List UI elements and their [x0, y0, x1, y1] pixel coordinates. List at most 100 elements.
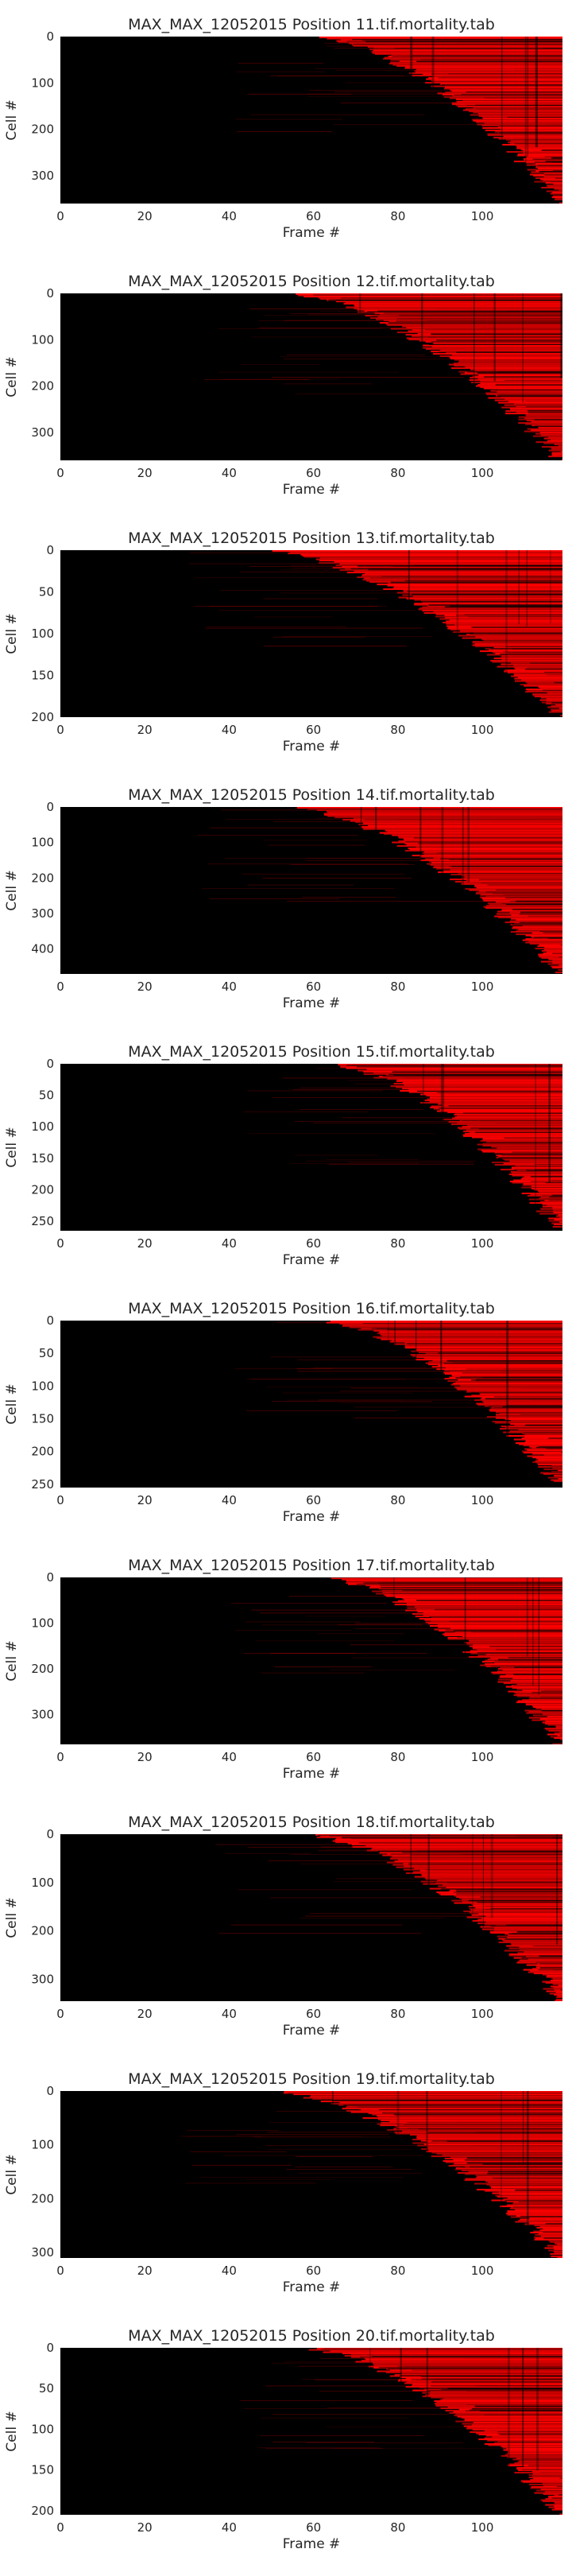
heatmap-band	[413, 1871, 562, 1873]
heatmap-band	[550, 2241, 562, 2244]
heatmap-band	[415, 1608, 562, 1611]
heatmap-band	[381, 1335, 562, 1337]
heatmap-noise	[308, 313, 437, 315]
heatmap-band	[459, 2408, 562, 2411]
heatmap-streak	[519, 921, 562, 923]
heatmap-band	[554, 2252, 562, 2254]
heatmap-band	[500, 1426, 562, 1428]
heatmap-band	[529, 2484, 562, 2486]
heatmap-band	[383, 320, 562, 322]
heatmap-band	[431, 2151, 562, 2154]
heatmap-band	[540, 696, 562, 699]
heatmap-streak	[396, 318, 562, 320]
heatmap-band	[522, 925, 562, 927]
heatmap-band	[390, 328, 562, 330]
heatmap-band	[464, 2179, 562, 2182]
heatmap-band	[447, 627, 562, 630]
heatmap-noise	[240, 2399, 413, 2401]
heatmap-band	[459, 1897, 562, 1899]
heatmap-band	[519, 1443, 562, 1445]
heatmap-vline	[419, 807, 422, 967]
heatmap-band	[430, 2391, 562, 2393]
y-tick-label: 150	[31, 669, 54, 683]
heatmap-band	[514, 2472, 562, 2474]
heatmap-band	[547, 1724, 562, 1726]
heatmap-band	[562, 714, 563, 716]
heatmap-band	[483, 1402, 562, 1404]
heatmap-band	[558, 1984, 562, 1987]
heatmap-noise	[291, 1163, 419, 1164]
heatmap-noise	[261, 1672, 365, 1674]
heatmap-noise	[218, 1933, 421, 1934]
heatmap-band	[543, 442, 562, 444]
heatmap-band	[327, 812, 562, 814]
heatmap-band	[501, 910, 562, 912]
heatmap-band	[519, 1959, 562, 1961]
heatmap-band	[346, 2106, 562, 2109]
heatmap-streak	[485, 891, 562, 893]
heatmap-band	[437, 92, 562, 95]
heatmap-streak	[329, 1835, 562, 1837]
heatmap-band	[547, 706, 562, 708]
heatmap-band	[522, 1184, 562, 1186]
heatmap-band	[553, 1987, 562, 1989]
heatmap-noise	[296, 1368, 504, 1370]
heatmap-band	[515, 1442, 562, 1445]
heatmap-band	[545, 1721, 562, 1723]
heatmap-band	[539, 1191, 562, 1193]
heatmap-band	[536, 1965, 562, 1968]
heatmap-noise	[220, 590, 382, 591]
x-tick-label: 40	[222, 1493, 237, 1507]
heatmap-band	[346, 1067, 562, 1069]
heatmap-band	[514, 161, 562, 163]
heatmap-band	[426, 2141, 562, 2143]
heatmap-band	[512, 1687, 562, 1690]
heatmap-band	[344, 2355, 562, 2357]
heatmap-streak	[422, 2378, 562, 2380]
heatmap-band	[424, 2143, 562, 2146]
heatmap-band	[533, 1706, 562, 1709]
heatmap-band	[424, 1877, 562, 1880]
heatmap-band	[495, 2194, 562, 2197]
heatmap-streak	[521, 1957, 562, 1959]
heatmap-band	[392, 587, 562, 589]
heatmap-band	[511, 1942, 562, 1945]
heatmap-band	[553, 1224, 562, 1226]
heatmap-band	[444, 1632, 562, 1635]
heatmap-noise	[187, 2130, 279, 2132]
heatmap-band	[485, 2434, 562, 2437]
heatmap-band	[480, 894, 562, 896]
heatmap-streak	[392, 56, 562, 57]
heatmap-band	[419, 859, 562, 862]
heatmap-streak	[407, 1344, 562, 1346]
heatmap-band	[468, 1906, 562, 1908]
heatmap-band	[552, 1226, 562, 1228]
heatmap-noise	[218, 328, 381, 329]
heatmap-noise	[320, 2358, 467, 2359]
heatmap-band	[443, 96, 562, 99]
heatmap-band	[412, 1355, 562, 1357]
heatmap-band	[562, 458, 563, 460]
heatmap-band	[414, 603, 562, 605]
x-tick-label: 0	[56, 2520, 64, 2535]
heatmap-band	[458, 360, 562, 363]
x-tick-label: 100	[471, 723, 494, 737]
heatmap-panel-4: MAX_MAX_12052015 Position 14.tif.mortali…	[4, 786, 562, 1011]
heatmap-streak	[507, 116, 562, 118]
heatmap-band	[414, 1876, 562, 1878]
heatmap-band	[416, 2135, 562, 2137]
heatmap-band	[458, 106, 562, 108]
heatmap-band	[409, 848, 562, 851]
heatmap-band	[534, 1189, 562, 1191]
heatmap-noise	[247, 94, 352, 95]
heatmap-band	[395, 1596, 562, 1599]
heatmap-band	[319, 37, 562, 39]
heatmap-band	[546, 1728, 562, 1731]
heatmap-band	[499, 1676, 562, 1678]
heatmap-band	[406, 327, 562, 329]
heatmap-band	[489, 2185, 562, 2187]
heatmap-streak	[380, 1589, 562, 1591]
heatmap-band	[463, 1135, 562, 1138]
heatmap-band	[535, 166, 562, 169]
heatmap-band	[410, 2134, 562, 2136]
